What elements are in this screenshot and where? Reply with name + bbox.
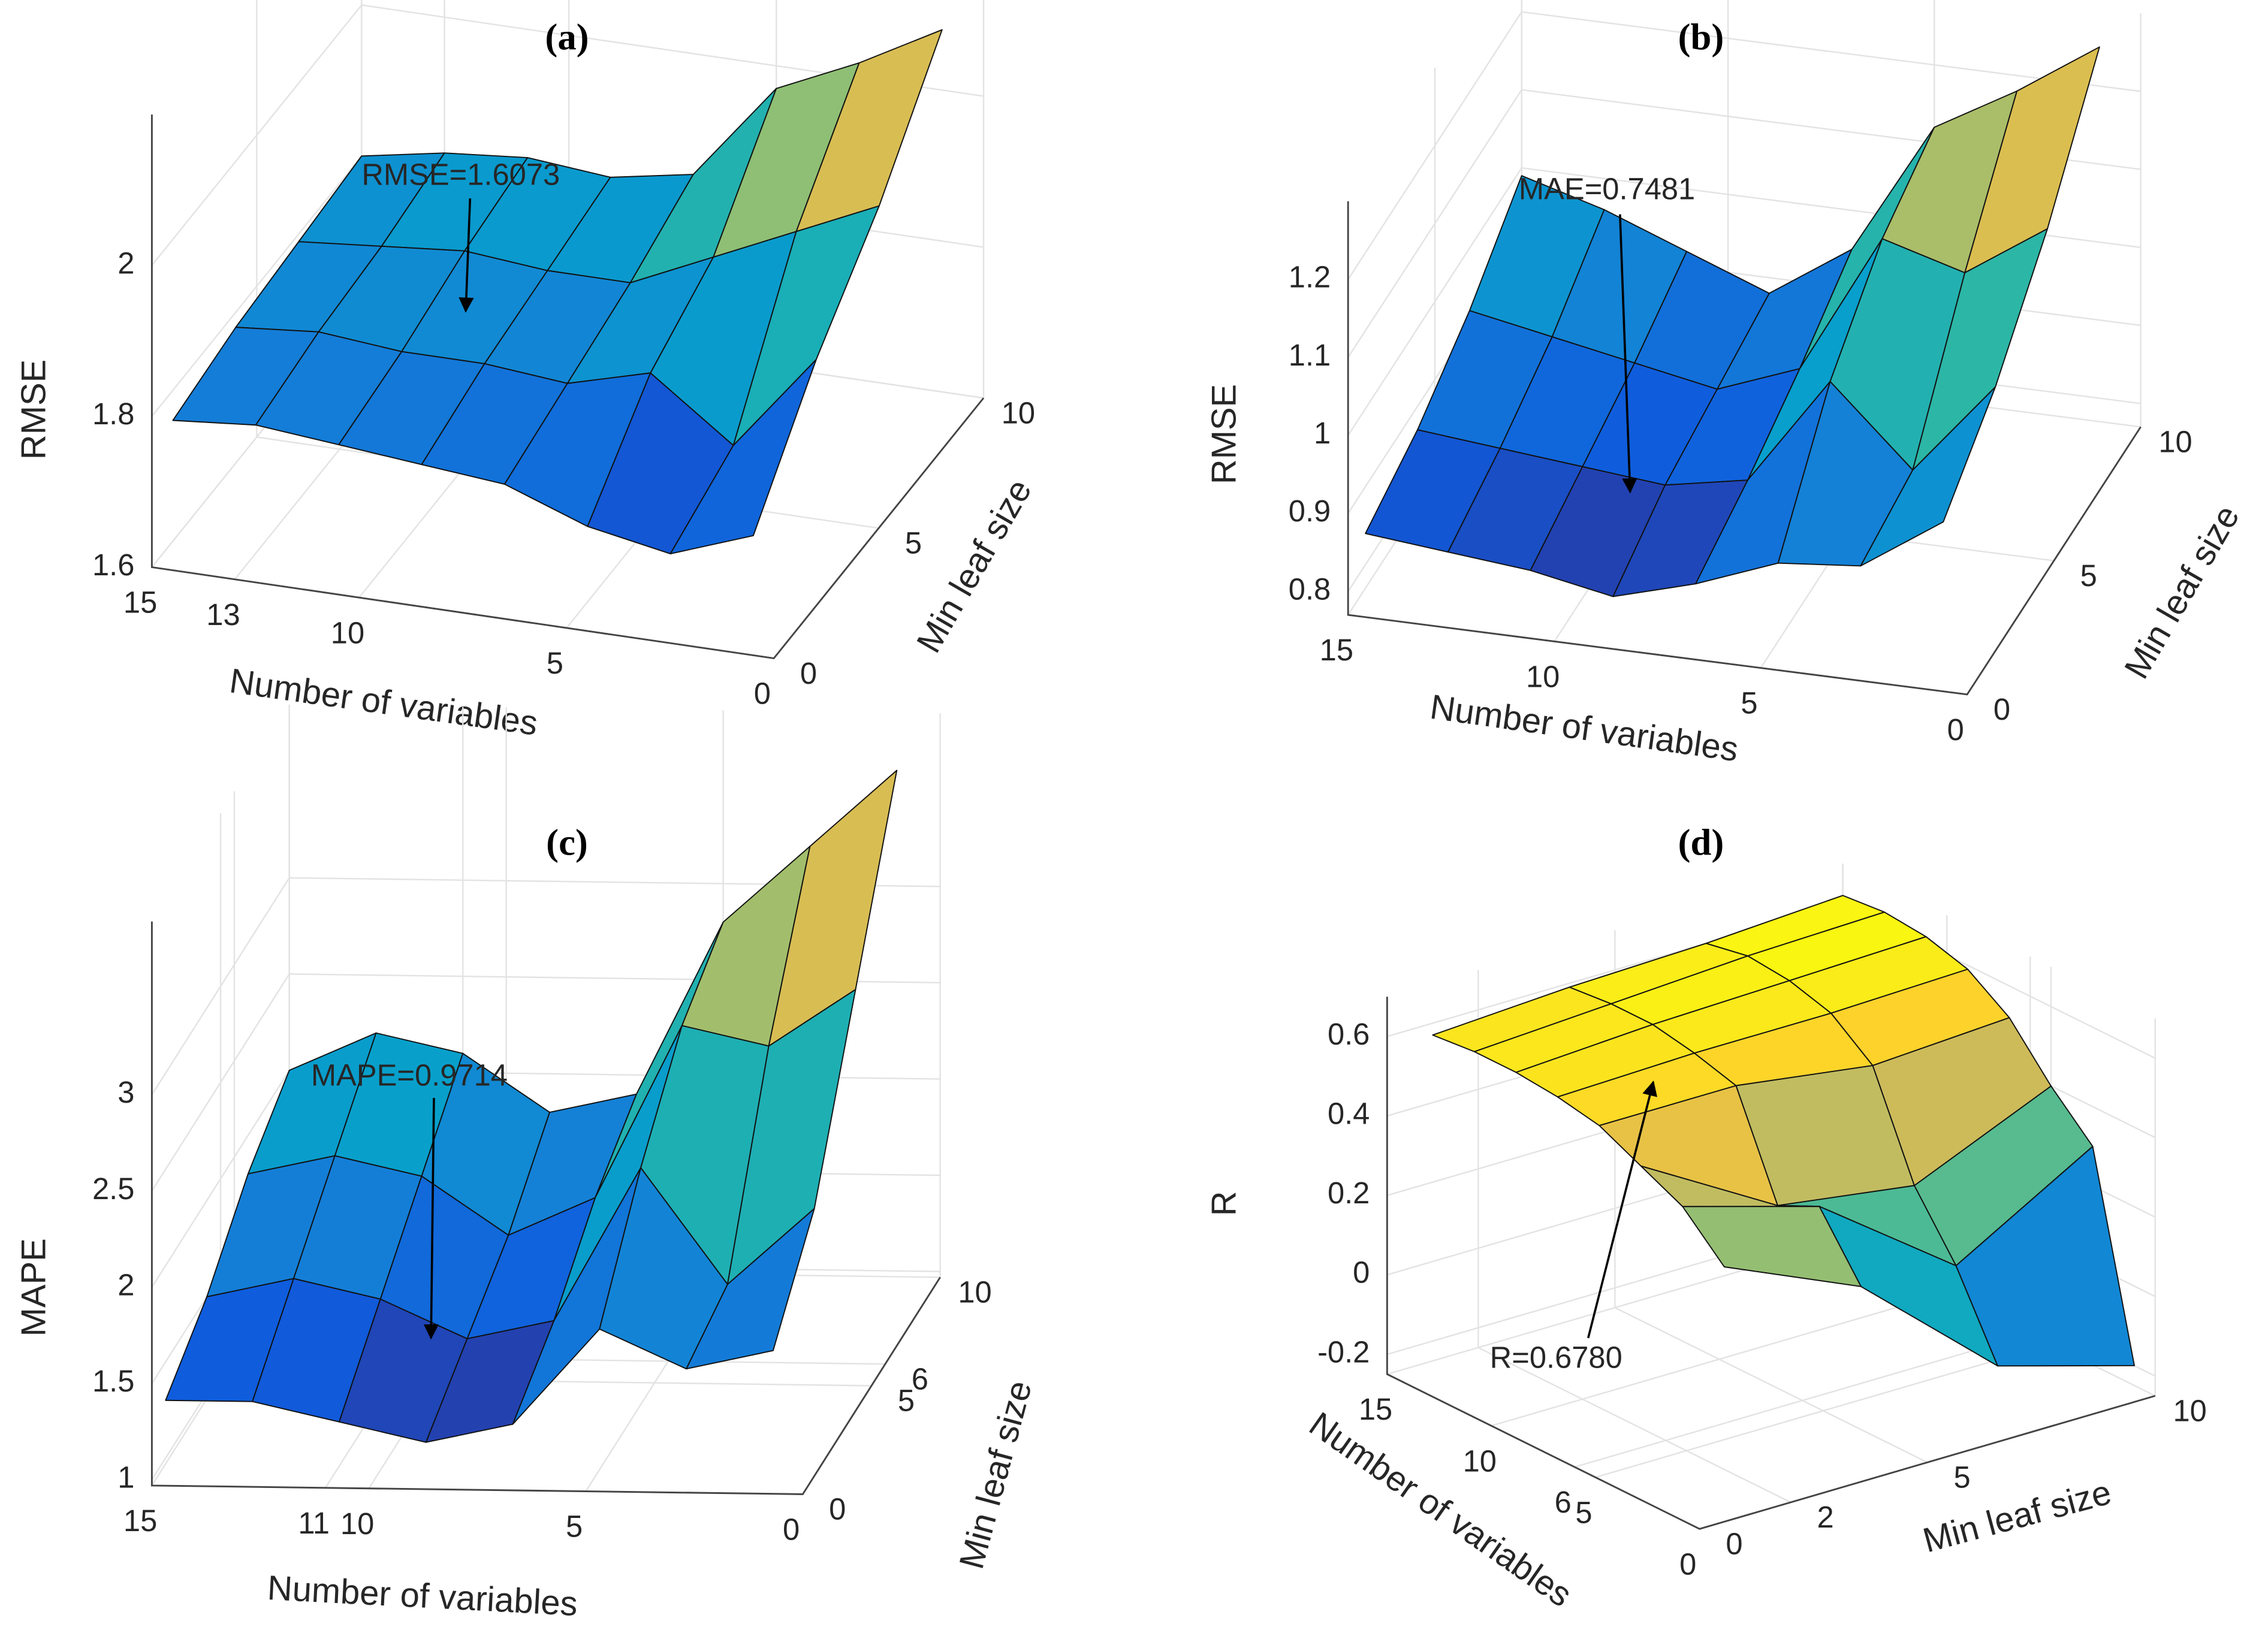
x-axis-label: Number of variables <box>1302 1405 1579 1614</box>
z-tick-label: 1 <box>1314 416 1331 450</box>
z-axis-label: MAPE <box>15 1238 53 1336</box>
z-axis-label: R <box>1205 1191 1244 1216</box>
axis-line <box>1386 997 2156 1530</box>
x-tick-label: 0 <box>1679 1547 1696 1581</box>
x-tick-label: 0 <box>783 1513 800 1547</box>
y-tick-label: 5 <box>898 1384 915 1418</box>
z-tick-label: 0.8 <box>1289 572 1331 606</box>
z-axis-label: RMSE <box>1205 384 1244 484</box>
surface-patch <box>1860 386 1996 567</box>
z-tick-label: 0.6 <box>1328 1017 1370 1051</box>
y-tick-label: 10 <box>2173 1394 2207 1428</box>
z-tick-label: 3 <box>117 1075 134 1109</box>
z-tick-label: 1.2 <box>1289 260 1331 294</box>
z-tick-label: -0.2 <box>1317 1335 1370 1369</box>
z-tick-label: 0.4 <box>1328 1097 1370 1131</box>
z-tick-label: 0 <box>1353 1255 1370 1290</box>
annotation-arrow <box>1587 1080 1658 1339</box>
z-tick-label: 2 <box>117 246 134 280</box>
y-axis-label: Min leaf size <box>2118 499 2247 686</box>
y-axis-label: Min leaf size <box>910 473 1039 659</box>
panel-title: (b) <box>1678 16 1724 58</box>
x-tick-label: 15 <box>123 585 157 620</box>
surface-patch <box>669 358 817 554</box>
grid-line <box>1477 970 1792 1503</box>
x-axis-label: Number of variables <box>1428 688 1741 769</box>
y-tick-label: 5 <box>1954 1460 1971 1495</box>
x-tick-label: 5 <box>1575 1495 1592 1529</box>
y-axis-label: Min leaf size <box>1919 1473 2115 1560</box>
y-tick-label: 0 <box>829 1492 846 1526</box>
annotation-arrow <box>459 198 474 313</box>
z-tick-label: 1.1 <box>1289 338 1331 372</box>
z-tick-label: 2.5 <box>92 1172 134 1206</box>
panel-title: (d) <box>1678 822 1724 864</box>
annotation: R=0.6780 <box>1490 1340 1622 1374</box>
surface-patch <box>686 1208 815 1370</box>
z-tick-label: 0.2 <box>1328 1176 1370 1210</box>
x-tick-label: 15 <box>123 1504 157 1538</box>
y-tick-label: 0 <box>800 656 817 690</box>
z-tick-label: 1.5 <box>92 1364 134 1398</box>
annotation-arrow <box>423 1098 439 1340</box>
panel-title: (c) <box>546 822 588 864</box>
x-axis-label: Number of variables <box>227 662 540 742</box>
annotation: MAE=0.7481 <box>1519 171 1695 206</box>
z-tick-label: 1.6 <box>92 548 134 582</box>
y-tick-label: 10 <box>958 1275 991 1309</box>
annotation: RMSE=1.6073 <box>361 157 560 191</box>
y-tick-label: 0 <box>1993 692 2010 726</box>
y-tick-label: 10 <box>1002 396 1035 430</box>
annotation-arrow <box>1619 214 1637 494</box>
y-tick-label: 2 <box>1817 1500 1833 1534</box>
y-tick-label: 6 <box>912 1362 928 1396</box>
x-tick-label: 10 <box>340 1507 374 1541</box>
x-tick-label: 11 <box>298 1506 330 1540</box>
x-tick-label: 13 <box>206 597 240 632</box>
x-tick-label: 5 <box>1741 686 1757 720</box>
z-tick-label: 1.8 <box>92 397 134 431</box>
axis-line <box>150 114 985 660</box>
x-tick-label: 15 <box>1359 1392 1392 1426</box>
x-tick-label: 10 <box>1463 1444 1497 1478</box>
y-tick-label: 10 <box>2158 425 2192 459</box>
axis-line <box>1347 201 2142 696</box>
x-tick-label: 5 <box>566 1510 583 1544</box>
x-tick-label: 5 <box>547 646 563 680</box>
x-axis-label: Number of variables <box>266 1569 578 1623</box>
y-tick-label: 5 <box>2080 559 2097 593</box>
x-tick-label: 15 <box>1320 633 1353 667</box>
x-tick-label: 6 <box>1555 1485 1572 1519</box>
axis-line <box>150 921 941 1495</box>
x-tick-label: 0 <box>1947 713 1964 747</box>
z-tick-label: 2 <box>117 1267 134 1302</box>
y-tick-label: 0 <box>1726 1527 1742 1561</box>
x-tick-label: 10 <box>331 615 364 650</box>
z-axis-label: RMSE <box>15 360 53 460</box>
z-tick-label: 1 <box>117 1460 134 1495</box>
x-tick-label: 0 <box>754 677 771 711</box>
y-axis-label: Min leaf size <box>952 1377 1039 1572</box>
annotation: MAPE=0.9714 <box>311 1058 508 1092</box>
z-tick-label: 0.9 <box>1289 494 1331 528</box>
x-tick-label: 10 <box>1526 659 1560 693</box>
surface-patch <box>1682 1206 1862 1287</box>
panel-title: (a) <box>545 16 589 58</box>
panel: 1.6 1.8 2 0 5 10 13 15 0 5 10 Number of variables Mi… <box>15 0 1039 743</box>
y-tick-label: 5 <box>905 526 922 560</box>
